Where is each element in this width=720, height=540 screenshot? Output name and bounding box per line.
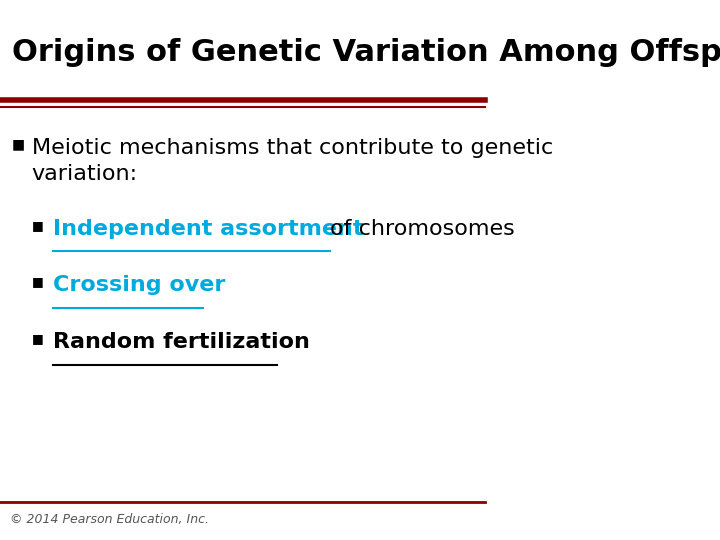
Text: Origins of Genetic Variation Among Offspring: Origins of Genetic Variation Among Offsp… [12, 38, 720, 67]
Text: © 2014 Pearson Education, Inc.: © 2014 Pearson Education, Inc. [9, 513, 209, 526]
Text: ■: ■ [32, 219, 43, 232]
Text: Meiotic mechanisms that contribute to genetic
variation:: Meiotic mechanisms that contribute to ge… [32, 138, 553, 184]
Text: ■: ■ [32, 332, 43, 345]
Text: Independent assortment: Independent assortment [53, 219, 372, 239]
Text: ■: ■ [12, 138, 25, 152]
Text: of chromosomes: of chromosomes [330, 219, 515, 239]
Text: Crossing over: Crossing over [53, 275, 226, 295]
Text: Random fertilization: Random fertilization [53, 332, 310, 352]
Text: ■: ■ [32, 275, 43, 288]
